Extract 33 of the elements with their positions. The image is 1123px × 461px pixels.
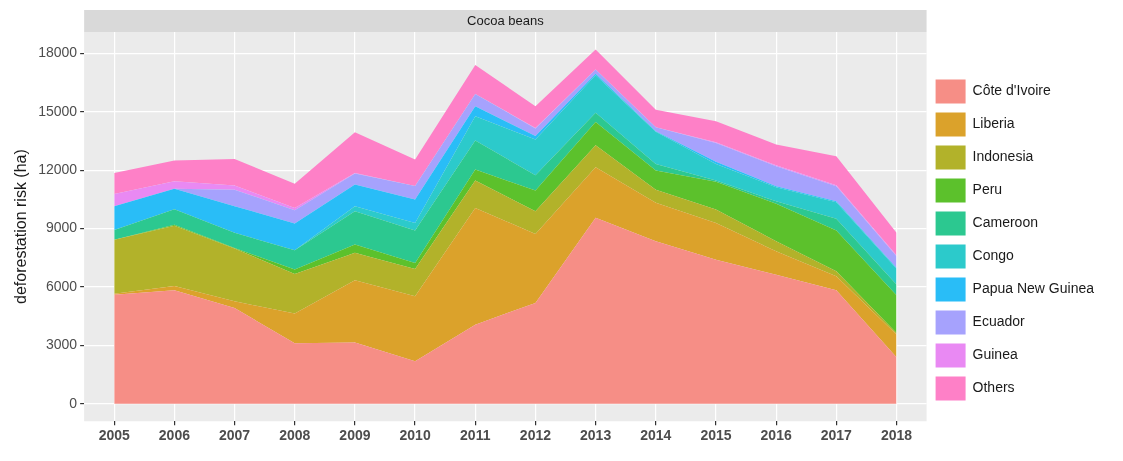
- x-tick-label: 2013: [580, 427, 612, 444]
- x-tick-label: 2010: [399, 427, 431, 444]
- x-tick-label: 2006: [158, 427, 191, 444]
- y-tick-label: 15000: [38, 102, 78, 119]
- y-tick-label: 0: [69, 394, 78, 411]
- chart-title: Cocoa beans: [467, 12, 545, 28]
- x-tick-label: 2018: [880, 427, 913, 444]
- y-tick-label: 6000: [45, 277, 78, 294]
- legend-label: Cameroon: [972, 214, 1038, 231]
- y-tick-label: 3000: [45, 336, 78, 353]
- x-tick-label: 2017: [820, 427, 853, 444]
- x-tick-label: 2012: [519, 427, 552, 444]
- y-axis-title: deforestation risk (ha): [12, 149, 30, 304]
- legend-label: Ecuador: [972, 313, 1026, 330]
- y-tick-label: 12000: [38, 161, 78, 178]
- x-tick-label: 2008: [279, 427, 311, 444]
- x-tick-label: 2011: [460, 427, 491, 444]
- legend-label: Papua New Guinea: [972, 280, 1095, 297]
- legend-label: Congo: [972, 247, 1015, 264]
- legend-label: Indonesia: [972, 148, 1034, 165]
- legend-label: Guinea: [972, 346, 1018, 363]
- legend-label: Côte d'Ivoire: [972, 82, 1051, 99]
- x-tick-label: 2016: [760, 427, 792, 444]
- x-tick-label: 2005: [98, 427, 130, 444]
- x-tick-label: 2009: [339, 427, 371, 444]
- legend-label: Peru: [972, 181, 1003, 198]
- y-tick-label: 18000: [38, 44, 78, 61]
- x-tick-label: 2014: [640, 427, 672, 444]
- y-tick-label: 9000: [45, 219, 78, 236]
- legend-label: Liberia: [972, 115, 1015, 132]
- x-tick-label: 2015: [700, 427, 732, 444]
- x-tick-label: 2007: [218, 427, 251, 444]
- legend-label: Others: [972, 379, 1015, 396]
